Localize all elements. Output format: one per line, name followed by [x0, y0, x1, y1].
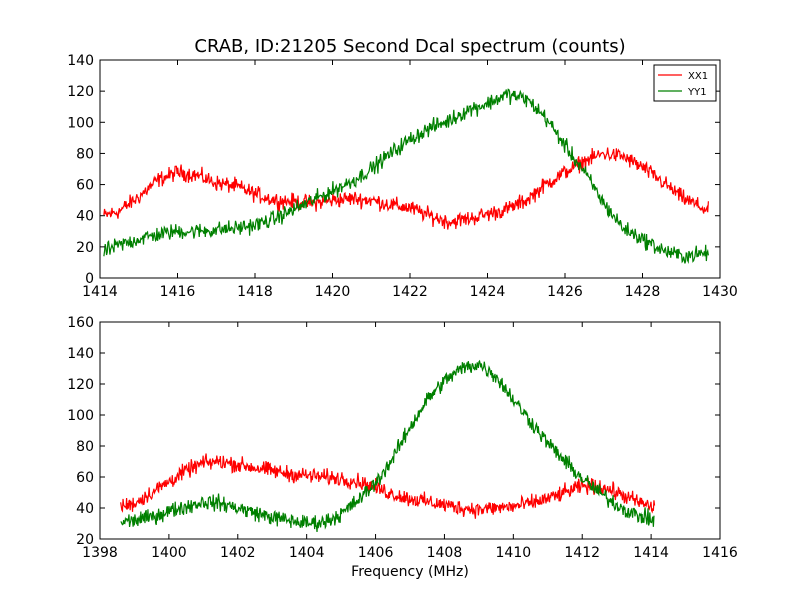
x-tick-label: 1406: [358, 545, 394, 561]
bottom-panel: 1398 1400 1402 1404 1406 1408 1410 1412 1414 1416…: [67, 315, 738, 580]
y-tick-label: 160: [67, 315, 94, 331]
x-tick-label: 1428: [625, 284, 661, 300]
y-tick-label: 80: [76, 146, 94, 162]
y-tick-label: 120: [67, 84, 94, 100]
x-tick-label: 1422: [392, 284, 428, 300]
legend-label-xx1: XX1: [688, 71, 708, 82]
y-tick-label: 80: [76, 439, 94, 455]
x-tick-label: 1400: [151, 545, 187, 561]
x-axis-label: Frequency (MHz): [351, 564, 469, 580]
x-tick-label: 1412: [564, 545, 600, 561]
x-tick-label: 1414: [633, 545, 669, 561]
x-tick-label: 1408: [427, 545, 463, 561]
y-tick-label: 40: [76, 501, 94, 517]
y-tick-label: 140: [67, 346, 94, 362]
legend-box: [653, 64, 717, 102]
x-tick-label: 1416: [160, 284, 196, 300]
series-line-xx1: [103, 147, 709, 230]
y-tick-label: 20: [76, 240, 94, 256]
x-tick-label: 1430: [702, 284, 738, 300]
y-tick-label: 60: [76, 470, 94, 486]
series-line-1-0: [120, 453, 656, 519]
legend-label-yy1: YY1: [687, 87, 707, 98]
y-tick-label: 0: [85, 271, 94, 287]
x-tick-label: 1418: [237, 284, 273, 300]
series-line-1-1: [120, 359, 655, 533]
axes-frame: [99, 321, 721, 540]
x-tick-label: 1416: [702, 545, 738, 561]
x-tick-label: 1424: [470, 284, 506, 300]
x-tick-label: 1404: [289, 545, 325, 561]
x-tick-label: 1426: [547, 284, 583, 300]
x-tick-label: 1402: [220, 545, 256, 561]
y-tick-label: 20: [76, 532, 94, 548]
y-tick-label: 120: [67, 377, 94, 393]
x-tick-label: 1410: [496, 545, 532, 561]
x-tick-label: 1414: [82, 284, 118, 300]
y-tick-label: 100: [67, 408, 94, 424]
series-line-yy1: [103, 88, 709, 265]
y-tick-label: 40: [76, 209, 94, 225]
y-tick-label: 140: [67, 53, 94, 69]
chart-title: CRAB, ID:21205 Second Dcal spectrum (cou…: [194, 36, 625, 57]
top-panel: 1414 1416 1418 1420 1422 1424 1426 1428 1430 0 20 4…: [67, 53, 738, 300]
x-tick-label: 1420: [315, 284, 351, 300]
x-tick-label: 1398: [82, 545, 118, 561]
y-tick-label: 100: [67, 115, 94, 131]
y-tick-label: 60: [76, 178, 94, 194]
